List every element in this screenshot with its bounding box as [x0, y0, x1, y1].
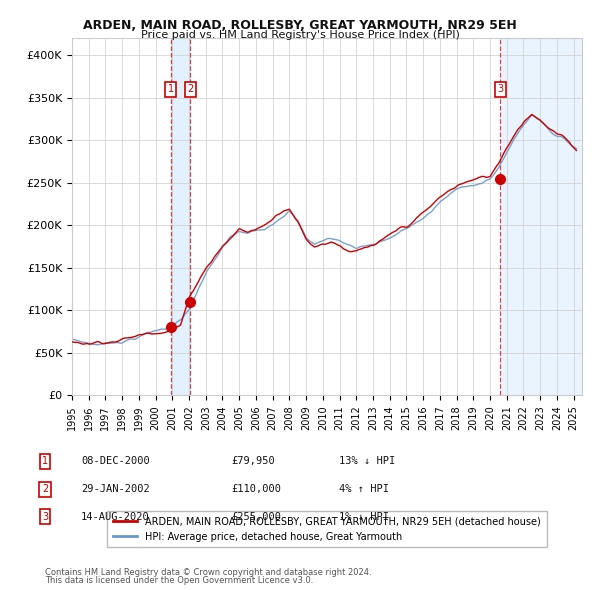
Bar [171, 38, 190, 395]
Legend: ARDEN, MAIN ROAD, ROLLESBY, GREAT YARMOUTH, NR29 5EH (detached house), HPI: Aver: ARDEN, MAIN ROAD, ROLLESBY, GREAT YARMOU… [107, 511, 547, 548]
Text: 1: 1 [42, 457, 48, 466]
Text: 1% ↓ HPI: 1% ↓ HPI [339, 512, 389, 522]
Text: £79,950: £79,950 [231, 457, 275, 466]
Text: 3: 3 [497, 84, 503, 94]
Text: 1: 1 [168, 84, 174, 94]
Text: Contains HM Land Registry data © Crown copyright and database right 2024.: Contains HM Land Registry data © Crown c… [45, 568, 371, 577]
Text: 14-AUG-2020: 14-AUG-2020 [81, 512, 150, 522]
Text: ARDEN, MAIN ROAD, ROLLESBY, GREAT YARMOUTH, NR29 5EH: ARDEN, MAIN ROAD, ROLLESBY, GREAT YARMOU… [83, 19, 517, 32]
Text: Price paid vs. HM Land Registry's House Price Index (HPI): Price paid vs. HM Land Registry's House … [140, 30, 460, 40]
Text: 08-DEC-2000: 08-DEC-2000 [81, 457, 150, 466]
Text: £110,000: £110,000 [231, 484, 281, 494]
Text: 3: 3 [42, 512, 48, 522]
Bar [500, 38, 582, 395]
Text: £255,000: £255,000 [231, 512, 281, 522]
Text: 13% ↓ HPI: 13% ↓ HPI [339, 457, 395, 466]
Text: This data is licensed under the Open Government Licence v3.0.: This data is licensed under the Open Gov… [45, 576, 313, 585]
Text: 29-JAN-2002: 29-JAN-2002 [81, 484, 150, 494]
Text: 2: 2 [187, 84, 194, 94]
Text: 4% ↑ HPI: 4% ↑ HPI [339, 484, 389, 494]
Text: 2: 2 [42, 484, 48, 494]
